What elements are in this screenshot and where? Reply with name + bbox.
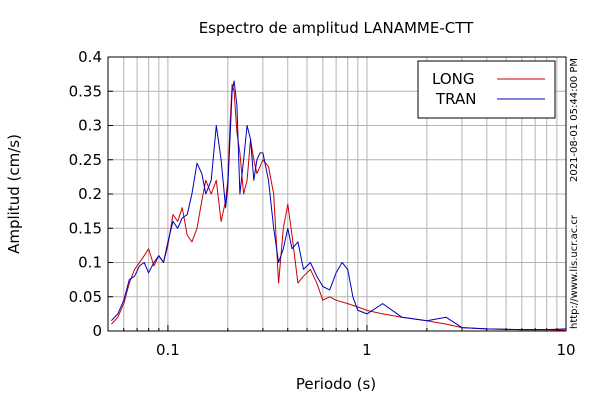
grid: [107, 56, 566, 332]
x-tick-label: 10: [556, 341, 575, 359]
y-axis-label: Amplitud (cm/s): [5, 134, 23, 254]
chart-title: Espectro de amplitud LANAMME-CTT: [199, 19, 474, 37]
axis-ticks: 0 0.05 0.1 0.15 0.2 0.25 0.3 0.35 0.4 0.1 1 10: [69, 48, 576, 359]
timestamp-label: 2021-08-01 05:44:00 PM: [569, 58, 580, 182]
series-line-tran: [111, 80, 567, 331]
series-line-long: [111, 83, 567, 331]
y-tick-label: 0.35: [69, 82, 102, 100]
source-url-label: http://www.lis.ucr.ac.cr: [569, 214, 580, 329]
legend-label-tran: TRAN: [435, 90, 476, 108]
y-tick-label: 0: [92, 322, 102, 340]
y-tick-label: 0.05: [69, 288, 102, 306]
y-tick-label: 0.4: [78, 48, 102, 66]
legend: LONG TRAN: [417, 60, 556, 119]
legend-label-long: LONG: [432, 70, 474, 88]
x-axis-label: Periodo (s): [296, 375, 376, 393]
x-tick-label: 0.1: [156, 341, 180, 359]
series-layer: [111, 80, 567, 331]
x-tick-label: 1: [362, 341, 372, 359]
y-tick-label: 0.15: [69, 219, 102, 237]
y-tick-label: 0.2: [78, 185, 102, 203]
y-tick-label: 0.3: [78, 117, 102, 135]
y-tick-label: 0.1: [78, 254, 102, 272]
legend-box: [417, 60, 556, 119]
y-tick-label: 0.25: [69, 151, 102, 169]
